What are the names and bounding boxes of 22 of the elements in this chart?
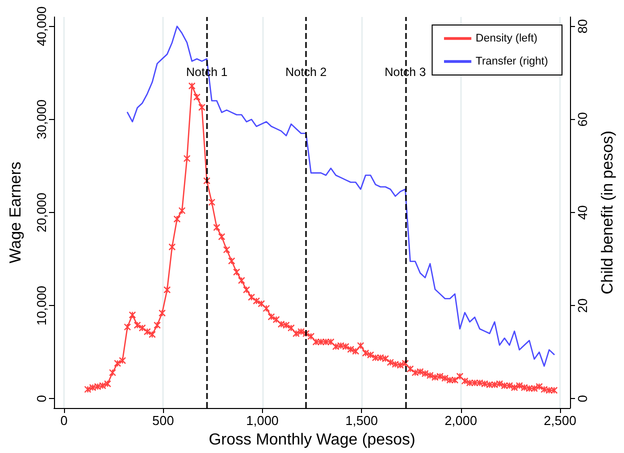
y-tick-label: 20,000 <box>34 192 49 232</box>
legend-label: Density (left) <box>476 32 538 44</box>
y-tick-label: 30,000 <box>34 100 49 140</box>
x-axis-title: Gross Monthly Wage (pesos) <box>208 432 416 448</box>
legend-label: Transfer (right) <box>476 56 548 68</box>
line-series <box>126 26 555 367</box>
y2-tick-label: 20 <box>575 298 590 313</box>
y-tick-label: 10,000 <box>34 286 49 326</box>
x-tick-label: 2,000 <box>444 413 478 428</box>
y-axis-title: Wage Earners <box>8 162 24 264</box>
x-tick-label: 1,000 <box>246 413 279 428</box>
y2-axis-title: Child benefit (in pesos) <box>600 130 616 294</box>
x-tick-label: 500 <box>152 413 174 428</box>
y2-tick-label: 60 <box>575 112 590 127</box>
y-tick-label: 40,000 <box>34 6 49 46</box>
y2-tick-label: 80 <box>575 19 590 34</box>
x-tick-label: 2,500 <box>544 413 576 428</box>
y2-tick-label: 40 <box>575 205 590 220</box>
x-tick-label: 0 <box>60 413 68 428</box>
y-tick-label: 0 <box>34 395 49 402</box>
x-tick-label: 1,500 <box>345 413 378 428</box>
y2-tick-label: 0 <box>575 395 590 402</box>
